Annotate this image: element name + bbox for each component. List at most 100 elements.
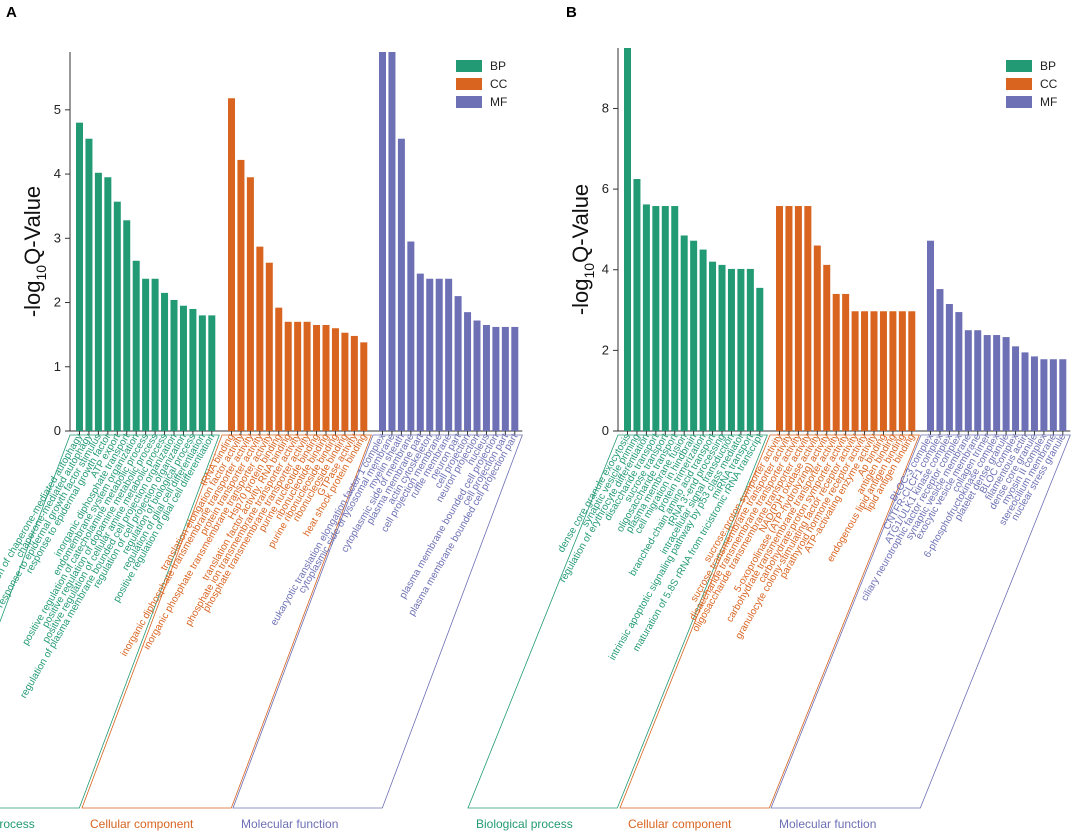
y-tick-label: 3 <box>54 230 61 245</box>
y-tick-label: 1 <box>54 359 61 374</box>
group-label-cc: Cellular component <box>628 817 732 831</box>
y-tick-label: 4 <box>54 166 61 181</box>
bar-mf-2 <box>388 52 396 431</box>
bar-bp-14 <box>746 268 754 431</box>
y-axis-title: -log10Q-Value <box>568 184 597 315</box>
bar-bp-10 <box>709 261 717 431</box>
bar-cc-14 <box>898 311 906 431</box>
y-tick-label: 4 <box>602 262 609 277</box>
legend-label-bp: BP <box>490 59 506 73</box>
bar-mf-6 <box>974 330 982 431</box>
bar-bp-12 <box>727 268 735 431</box>
bar-bp-4 <box>652 206 660 431</box>
legend-swatch-bp <box>1006 60 1032 72</box>
group-bracket-bp <box>0 434 220 809</box>
group-bracket-bp <box>467 434 768 809</box>
legend-swatch-cc <box>456 78 482 90</box>
bar-mf-15 <box>511 326 519 431</box>
bar-cc-11 <box>870 311 878 431</box>
bar-mf-5 <box>416 273 424 431</box>
bar-bp-6 <box>123 220 131 431</box>
y-axis-title-tail: Q-Value <box>568 184 593 263</box>
legend-label-cc: CC <box>490 77 508 91</box>
bar-cc-11 <box>322 325 330 431</box>
bar-mf-4 <box>407 241 415 431</box>
bar-bp-13 <box>737 268 745 431</box>
y-tick-label: 8 <box>602 100 609 115</box>
bar-mf-3 <box>945 304 953 431</box>
bar-mf-10 <box>1012 346 1020 431</box>
bar-cc-7 <box>284 321 292 431</box>
bar-cc-5 <box>813 245 821 431</box>
bar-mf-8 <box>445 278 453 431</box>
group-label-cc: Cellular component <box>90 817 194 831</box>
bar-mf-8 <box>993 335 1001 431</box>
legend-label-cc: CC <box>1040 77 1058 91</box>
bar-cc-13 <box>889 311 897 431</box>
bar-mf-7 <box>435 278 443 431</box>
bar-cc-12 <box>879 311 887 431</box>
bar-bp-5 <box>661 206 669 431</box>
y-tick-label: 2 <box>602 342 609 357</box>
bar-cc-8 <box>842 293 850 431</box>
bar-cc-9 <box>851 311 859 431</box>
bar-mf-11 <box>1021 352 1029 431</box>
bar-cc-3 <box>246 177 254 431</box>
bar-bp-9 <box>151 278 159 431</box>
bar-bp-9 <box>699 249 707 431</box>
bar-mf-10 <box>464 312 472 431</box>
bar-cc-9 <box>303 321 311 431</box>
y-axis-title-tail: Q-Value <box>20 186 45 265</box>
bar-cc-5 <box>265 262 273 431</box>
legend-label-bp: BP <box>1040 59 1056 73</box>
bar-mf-4 <box>955 312 963 431</box>
y-axis-title-main: -log <box>568 278 593 315</box>
bar-mf-9 <box>454 296 462 431</box>
legend-swatch-cc <box>1006 78 1032 90</box>
legend-label-mf: MF <box>1040 95 1057 109</box>
bar-bp-8 <box>690 240 698 431</box>
bar-bp-3 <box>94 172 102 431</box>
bar-cc-2 <box>785 206 793 431</box>
group-label-mf: Molecular function <box>779 817 876 831</box>
bar-bp-5 <box>113 201 121 431</box>
bar-bp-15 <box>208 315 216 431</box>
y-axis-title-subscript: 10 <box>581 263 597 279</box>
bar-mf-1 <box>379 52 386 431</box>
bar-cc-7 <box>832 293 840 431</box>
bar-mf-15 <box>1059 359 1067 431</box>
bar-cc-15 <box>360 342 368 431</box>
legend-label-mf: MF <box>490 95 507 109</box>
bar-bp-11 <box>718 264 726 431</box>
bar-cc-13 <box>341 332 349 431</box>
group-bracket-cc <box>619 434 920 809</box>
y-tick-label: 5 <box>54 102 61 117</box>
bar-cc-15 <box>908 311 916 431</box>
bar-cc-6 <box>275 307 283 431</box>
bar-cc-1 <box>228 98 235 431</box>
bar-cc-3 <box>794 206 802 431</box>
bar-cc-6 <box>823 264 831 431</box>
bar-mf-6 <box>426 278 434 431</box>
bar-cc-1 <box>776 206 783 431</box>
bar-mf-1 <box>927 240 934 431</box>
bar-bp-15 <box>756 287 764 431</box>
bar-mf-9 <box>1002 337 1010 431</box>
legend-swatch-bp <box>456 60 482 72</box>
bar-bp-2 <box>633 179 641 431</box>
bar-cc-4 <box>804 206 812 431</box>
bar-bp-14 <box>198 315 206 431</box>
group-label-mf: Molecular function <box>241 817 338 831</box>
bar-bp-1 <box>624 48 631 431</box>
y-tick-label: 0 <box>54 423 61 438</box>
bar-bp-10 <box>161 292 169 431</box>
y-tick-label: 6 <box>602 181 609 196</box>
y-tick-label: 0 <box>602 423 609 438</box>
bar-cc-4 <box>256 246 264 431</box>
group-bracket-mf <box>770 434 1071 809</box>
y-axis-title: -log10Q-Value <box>20 186 49 317</box>
panel-b-label: B <box>566 4 577 21</box>
